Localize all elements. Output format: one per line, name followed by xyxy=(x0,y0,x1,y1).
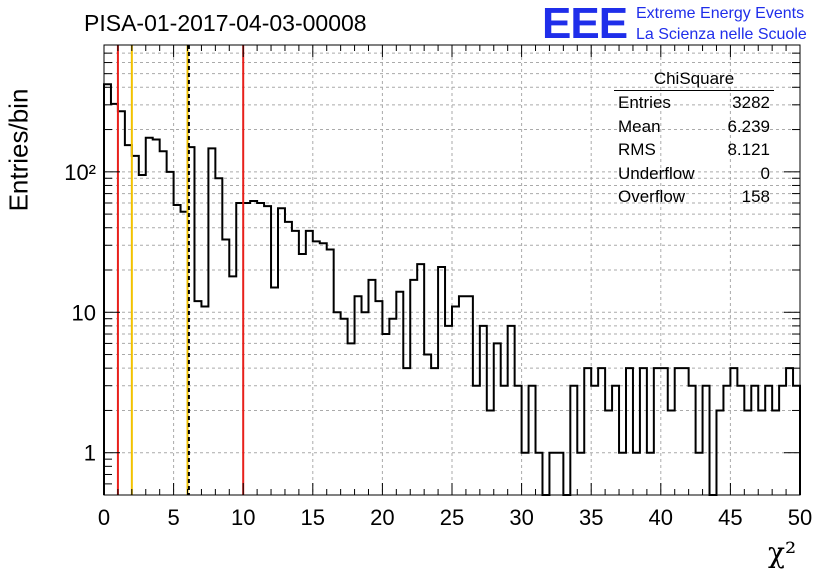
y-tick-label: 1 xyxy=(84,441,96,466)
histogram-series xyxy=(103,83,801,496)
stats-row-overflow: Overflow 158 xyxy=(606,185,780,209)
stats-value: 3282 xyxy=(732,93,770,112)
stats-value: 158 xyxy=(741,187,770,206)
stats-value: 6.239 xyxy=(727,116,770,136)
y-axis-label-box: Entries/bin xyxy=(4,89,34,212)
x-tick-label: 0 xyxy=(98,505,110,530)
stats-label: RMS xyxy=(618,140,656,159)
x-tick-label: 5 xyxy=(167,505,179,530)
y-axis-label: Entries/bin xyxy=(3,88,34,212)
x-axis-label: χ² xyxy=(768,536,797,569)
x-tick-label: 25 xyxy=(440,505,464,530)
x-tick-label: 20 xyxy=(370,505,394,530)
y-tick-label: 10² xyxy=(64,160,96,185)
x-tick-label: 35 xyxy=(579,505,603,530)
stats-label: Overflow xyxy=(618,187,686,206)
x-tick-label: 10 xyxy=(231,505,255,530)
x-tick-label: 50 xyxy=(788,505,812,530)
stats-row-underflow: Underflow 0 xyxy=(606,162,780,186)
stats-label: Mean xyxy=(618,116,661,136)
eee-logo: EEE xyxy=(542,0,628,48)
logo-caption-line2: La Scienza nelle Scuole xyxy=(636,26,807,43)
x-tick-label: 15 xyxy=(301,505,325,530)
y-tick-label: 10 xyxy=(72,300,96,325)
stats-value: 0 xyxy=(760,163,770,183)
x-tick-label: 30 xyxy=(509,505,533,530)
logo-caption: Extreme Energy Events La Scienza nelle S… xyxy=(636,3,807,45)
x-tick-label: 45 xyxy=(718,505,742,530)
chart-title: PISA-01-2017-04-03-00008 xyxy=(84,10,367,36)
stats-label: Entries xyxy=(618,93,671,112)
stats-box: ChiSquare Entries 3282 Mean 6.239 RMS 8.… xyxy=(606,68,780,209)
stats-title: ChiSquare xyxy=(614,68,774,91)
stats-row-mean: Mean 6.239 xyxy=(606,115,780,139)
logo-caption-line1: Extreme Energy Events xyxy=(636,5,805,22)
stats-row-rms: RMS 8.121 xyxy=(606,138,780,162)
stats-value: 8.121 xyxy=(727,140,770,159)
x-tick-label: 40 xyxy=(649,505,673,530)
stats-label: Underflow xyxy=(618,163,695,183)
stats-row-entries: Entries 3282 xyxy=(606,91,780,115)
